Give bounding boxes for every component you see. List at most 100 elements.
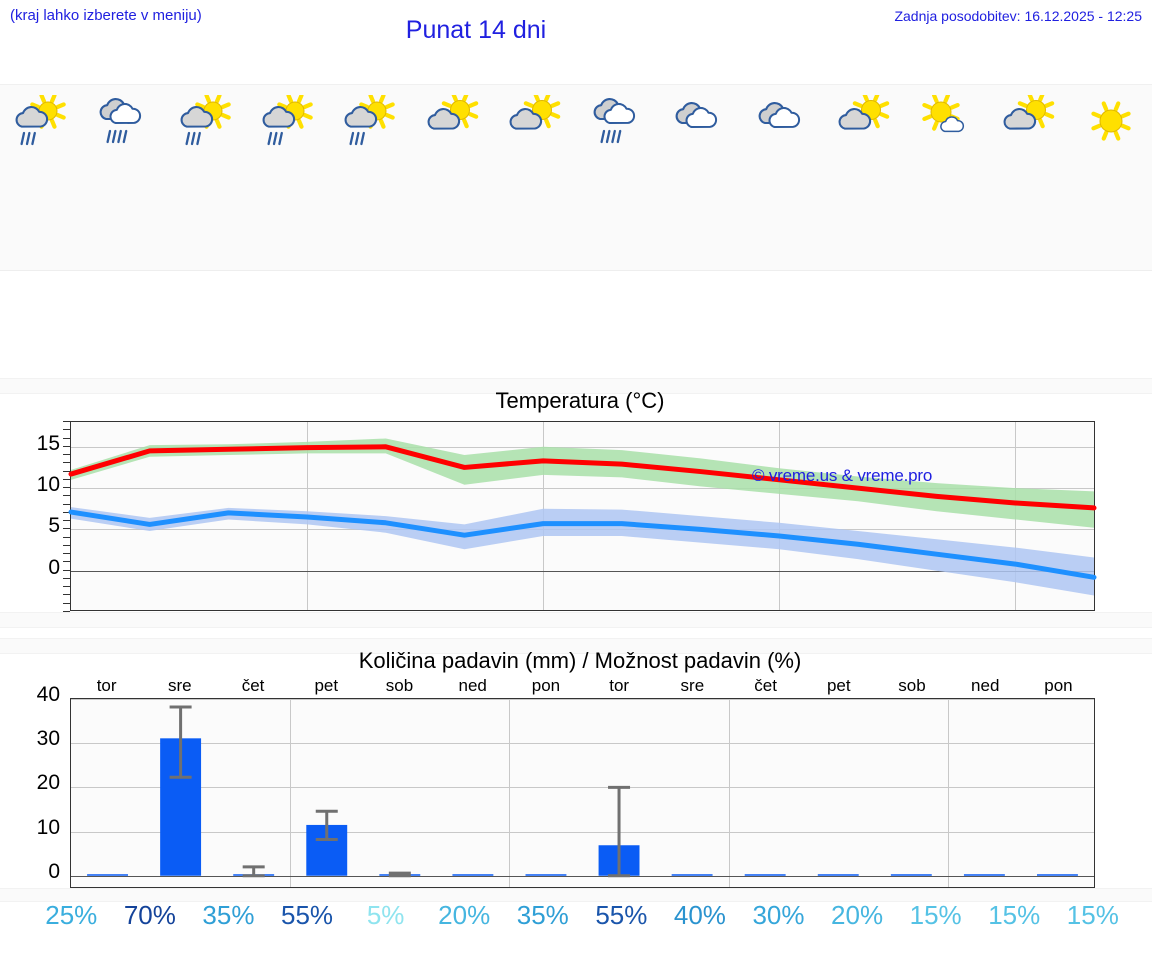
precipitation-plot-area: [70, 698, 1095, 888]
precipitation-day-label: ned: [458, 676, 487, 695]
sun-cloud-icon: [411, 94, 493, 150]
sun-cloud-rain-icon: [165, 94, 247, 150]
temp-panel-top-band: [0, 378, 1152, 394]
precipitation-probability: 70%: [123, 900, 176, 930]
precipitation-y-tick-label: 20: [36, 771, 60, 795]
watermark-text: © vreme.us & vreme.pro: [752, 466, 933, 485]
precipitation-day-label: sre: [168, 676, 192, 695]
precipitation-probability: 55%: [595, 900, 648, 930]
temperature-line-0: [68, 444, 1097, 511]
temperature-axis-tick: [63, 445, 70, 447]
day-column[interactable]: [0, 85, 82, 270]
precipitation-day-label: sre: [680, 676, 705, 695]
temperature-plot-area: [68, 421, 1097, 611]
precipitation-probability: 15%: [1066, 900, 1119, 930]
precipitation-bar: [87, 874, 128, 876]
precipitation-day-labels: tor sre čet pet sob ned pon tor sre čet pet sob ned p…: [70, 676, 1095, 698]
page-title: Punat 14 dni: [405, 16, 547, 44]
sun-cloud-icon: [494, 94, 576, 150]
temperature-axis-tick: [63, 487, 70, 489]
temperature-line-1: [68, 509, 1097, 580]
page-header: (kraj lahko izberete v meniju) Punat 14 …: [0, 0, 1152, 48]
sun-small-cloud-icon: [905, 94, 987, 150]
day-column[interactable]: [411, 85, 493, 270]
precipitation-day-label: čet: [241, 676, 265, 695]
precipitation-bars-svg: [87, 705, 1078, 878]
temperature-axis-tick: [63, 561, 70, 563]
cloud-rain-icon: [82, 94, 164, 150]
temperature-gridline: [71, 446, 1094, 448]
sun-icon: [1070, 94, 1152, 150]
temperature-axis-tick: [63, 429, 70, 431]
precipitation-bar: [963, 874, 1005, 876]
precipitation-probability: 20%: [438, 900, 491, 930]
precipitation-day-label: pet: [826, 676, 851, 695]
precipitation-probability: 20%: [831, 900, 884, 930]
cloud-rain-icon: [576, 94, 658, 150]
precipitation-day-label: tor: [609, 676, 630, 695]
temperature-axis-tick: [63, 544, 70, 546]
temperature-gridline: [71, 570, 1094, 572]
precipitation-bar: [525, 874, 567, 876]
temperature-y-tick-label: 5: [48, 514, 60, 538]
daily-forecast-strip: [0, 84, 1152, 271]
precipitation-probability: 35%: [516, 900, 569, 930]
day-column[interactable]: [576, 85, 658, 270]
sun-cloud-icon: [987, 94, 1069, 150]
precipitation-gridline-vertical: [509, 699, 511, 887]
day-column[interactable]: [987, 85, 1069, 270]
precipitation-bar: [817, 874, 859, 876]
menu-hint-text: (kraj lahko izberete v meniju): [10, 7, 202, 24]
precipitation-day-label: pon: [1044, 676, 1073, 695]
precipitation-probability: 15%: [909, 900, 962, 930]
temperature-axis-tick: [63, 520, 70, 522]
sun-cloud-rain-icon: [0, 94, 82, 150]
precipitation-bar: [671, 874, 713, 876]
temperature-axis-tick: [63, 553, 70, 555]
temperature-axis-tick: [63, 536, 70, 538]
temperature-axis-tick: [63, 594, 70, 596]
sun-cloud-rain-icon: [247, 94, 329, 150]
day-column[interactable]: [329, 85, 411, 270]
temperature-axis-tick: [63, 470, 70, 472]
temperature-gridline: [71, 488, 1094, 490]
precipitation-gridline: [71, 831, 1094, 833]
precipitation-gridline-vertical: [290, 699, 292, 887]
day-column[interactable]: [905, 85, 987, 270]
precipitation-probability: 30%: [752, 900, 805, 930]
temperature-y-tick-label: 15: [36, 431, 60, 455]
day-column[interactable]: [247, 85, 329, 270]
precipitation-probability-row: 25% 70% 35% 55% 5% 20% 35% 55% 40% 30% 20% 15% 15% 15…: [32, 900, 1132, 940]
temperature-axis-tick: [63, 478, 70, 480]
day-column[interactable]: [1070, 85, 1152, 270]
temperature-axis-tick: [63, 528, 70, 530]
temperature-axis-tick: [63, 577, 70, 579]
last-updated-text: Zadnja posodobitev: 16.12.2025 - 12:25: [894, 8, 1142, 24]
precipitation-day-label: pet: [314, 676, 339, 695]
temp-panel-bottom-band: [0, 612, 1152, 628]
precipitation-day-label: tor: [96, 676, 117, 695]
precipitation-day-label: ned: [971, 676, 1000, 695]
temperature-y-tick-label: 10: [36, 473, 60, 497]
temperature-axis-tick: [63, 462, 70, 464]
precipitation-y-tick-label: 10: [36, 815, 60, 839]
day-column[interactable]: [741, 85, 823, 270]
temperature-axis-tick: [63, 421, 70, 422]
precipitation-gridline-vertical: [947, 699, 949, 887]
precipitation-probability: 35%: [202, 900, 255, 930]
day-column[interactable]: [165, 85, 247, 270]
temperature-axis-tick: [63, 602, 70, 604]
precipitation-gridline: [71, 875, 1094, 877]
precipitation-y-tick-label: 0: [48, 859, 60, 883]
day-column[interactable]: [658, 85, 740, 270]
precipitation-gridline-vertical: [728, 699, 730, 887]
day-column[interactable]: [82, 85, 164, 270]
day-column[interactable]: [494, 85, 576, 270]
temperature-axis-tick: [63, 569, 70, 571]
temperature-axis-tick: [63, 495, 70, 497]
temperature-series-svg: [68, 438, 1097, 596]
day-column[interactable]: [823, 85, 905, 270]
precipitation-day-label: sob: [898, 676, 926, 695]
temperature-axis-tick: [63, 511, 70, 513]
